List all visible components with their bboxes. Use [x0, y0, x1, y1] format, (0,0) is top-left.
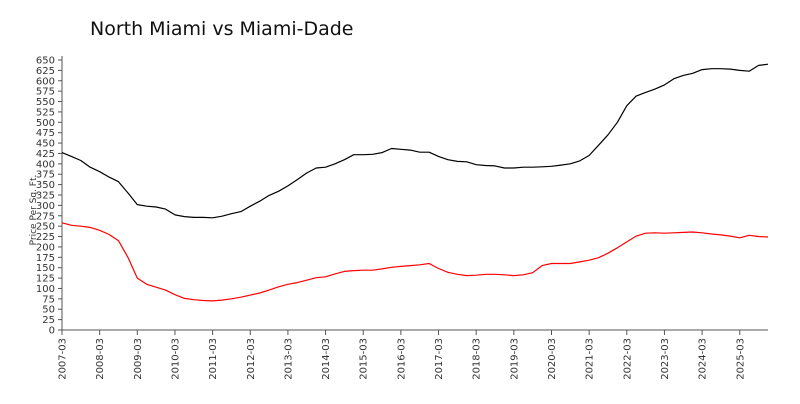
x-tick-label: 2017-03 — [434, 338, 445, 380]
y-tick-label: 150 — [36, 263, 55, 274]
y-tick-label: 250 — [36, 222, 55, 233]
x-tick-label: 2014-03 — [321, 338, 332, 380]
y-axis-label: Price Per Sq. Ft. — [29, 175, 39, 246]
x-tick-label: 2019-03 — [509, 338, 520, 380]
x-tick-label: 2021-03 — [585, 338, 596, 380]
y-tick-label: 125 — [36, 274, 55, 285]
y-tick-label: 100 — [36, 284, 55, 295]
y-tick-label: 425 — [36, 149, 55, 160]
x-tick-label: 2025-03 — [735, 338, 746, 380]
y-tick-label: 275 — [36, 211, 55, 222]
x-tick-label: 2024-03 — [698, 338, 709, 380]
x-tick-label: 2011-03 — [208, 338, 219, 380]
y-tick-label: 350 — [36, 180, 55, 191]
x-tick-label: 2009-03 — [133, 338, 144, 380]
y-tick-label: 525 — [36, 107, 55, 118]
x-tick-label: 2007-03 — [58, 338, 69, 380]
y-tick-label: 375 — [36, 170, 55, 181]
y-tick-label: 625 — [36, 66, 55, 77]
y-tick-label: 0 — [49, 326, 55, 337]
y-tick-label: 200 — [36, 242, 55, 253]
y-tick-label: 650 — [36, 56, 55, 67]
y-tick-label: 75 — [42, 294, 55, 305]
y-tick-label: 25 — [42, 315, 55, 326]
series-line-miami-dade — [61, 222, 769, 302]
x-tick-label: 2020-03 — [547, 338, 558, 380]
y-tick-label: 300 — [36, 201, 55, 212]
y-tick-label: 475 — [36, 128, 55, 139]
y-tick-label: 600 — [36, 76, 55, 87]
chart-title: North Miami vs Miami-Dade — [90, 18, 354, 40]
y-tick-label: 50 — [42, 305, 55, 316]
y-tick-label: 500 — [36, 118, 55, 129]
x-tick-label: 2013-03 — [283, 338, 294, 380]
y-tick-label: 550 — [36, 97, 55, 108]
x-tick-label: 2008-03 — [95, 338, 106, 380]
y-tick-label: 450 — [36, 139, 55, 150]
x-tick-label: 2016-03 — [396, 338, 407, 380]
x-tick-label: 2023-03 — [660, 338, 671, 380]
x-tick-label: 2018-03 — [472, 338, 483, 380]
y-tick-label: 575 — [36, 87, 55, 98]
x-tick-label: 2015-03 — [359, 338, 370, 380]
x-tick-label: 2012-03 — [246, 338, 257, 380]
x-tick-label: 2010-03 — [170, 338, 181, 380]
series-line-north-miami — [61, 63, 769, 219]
y-tick-label: 400 — [36, 159, 55, 170]
y-tick-label: 175 — [36, 253, 55, 264]
x-tick-label: 2022-03 — [622, 338, 633, 380]
y-tick-label: 325 — [36, 191, 55, 202]
y-tick-label: 225 — [36, 232, 55, 243]
